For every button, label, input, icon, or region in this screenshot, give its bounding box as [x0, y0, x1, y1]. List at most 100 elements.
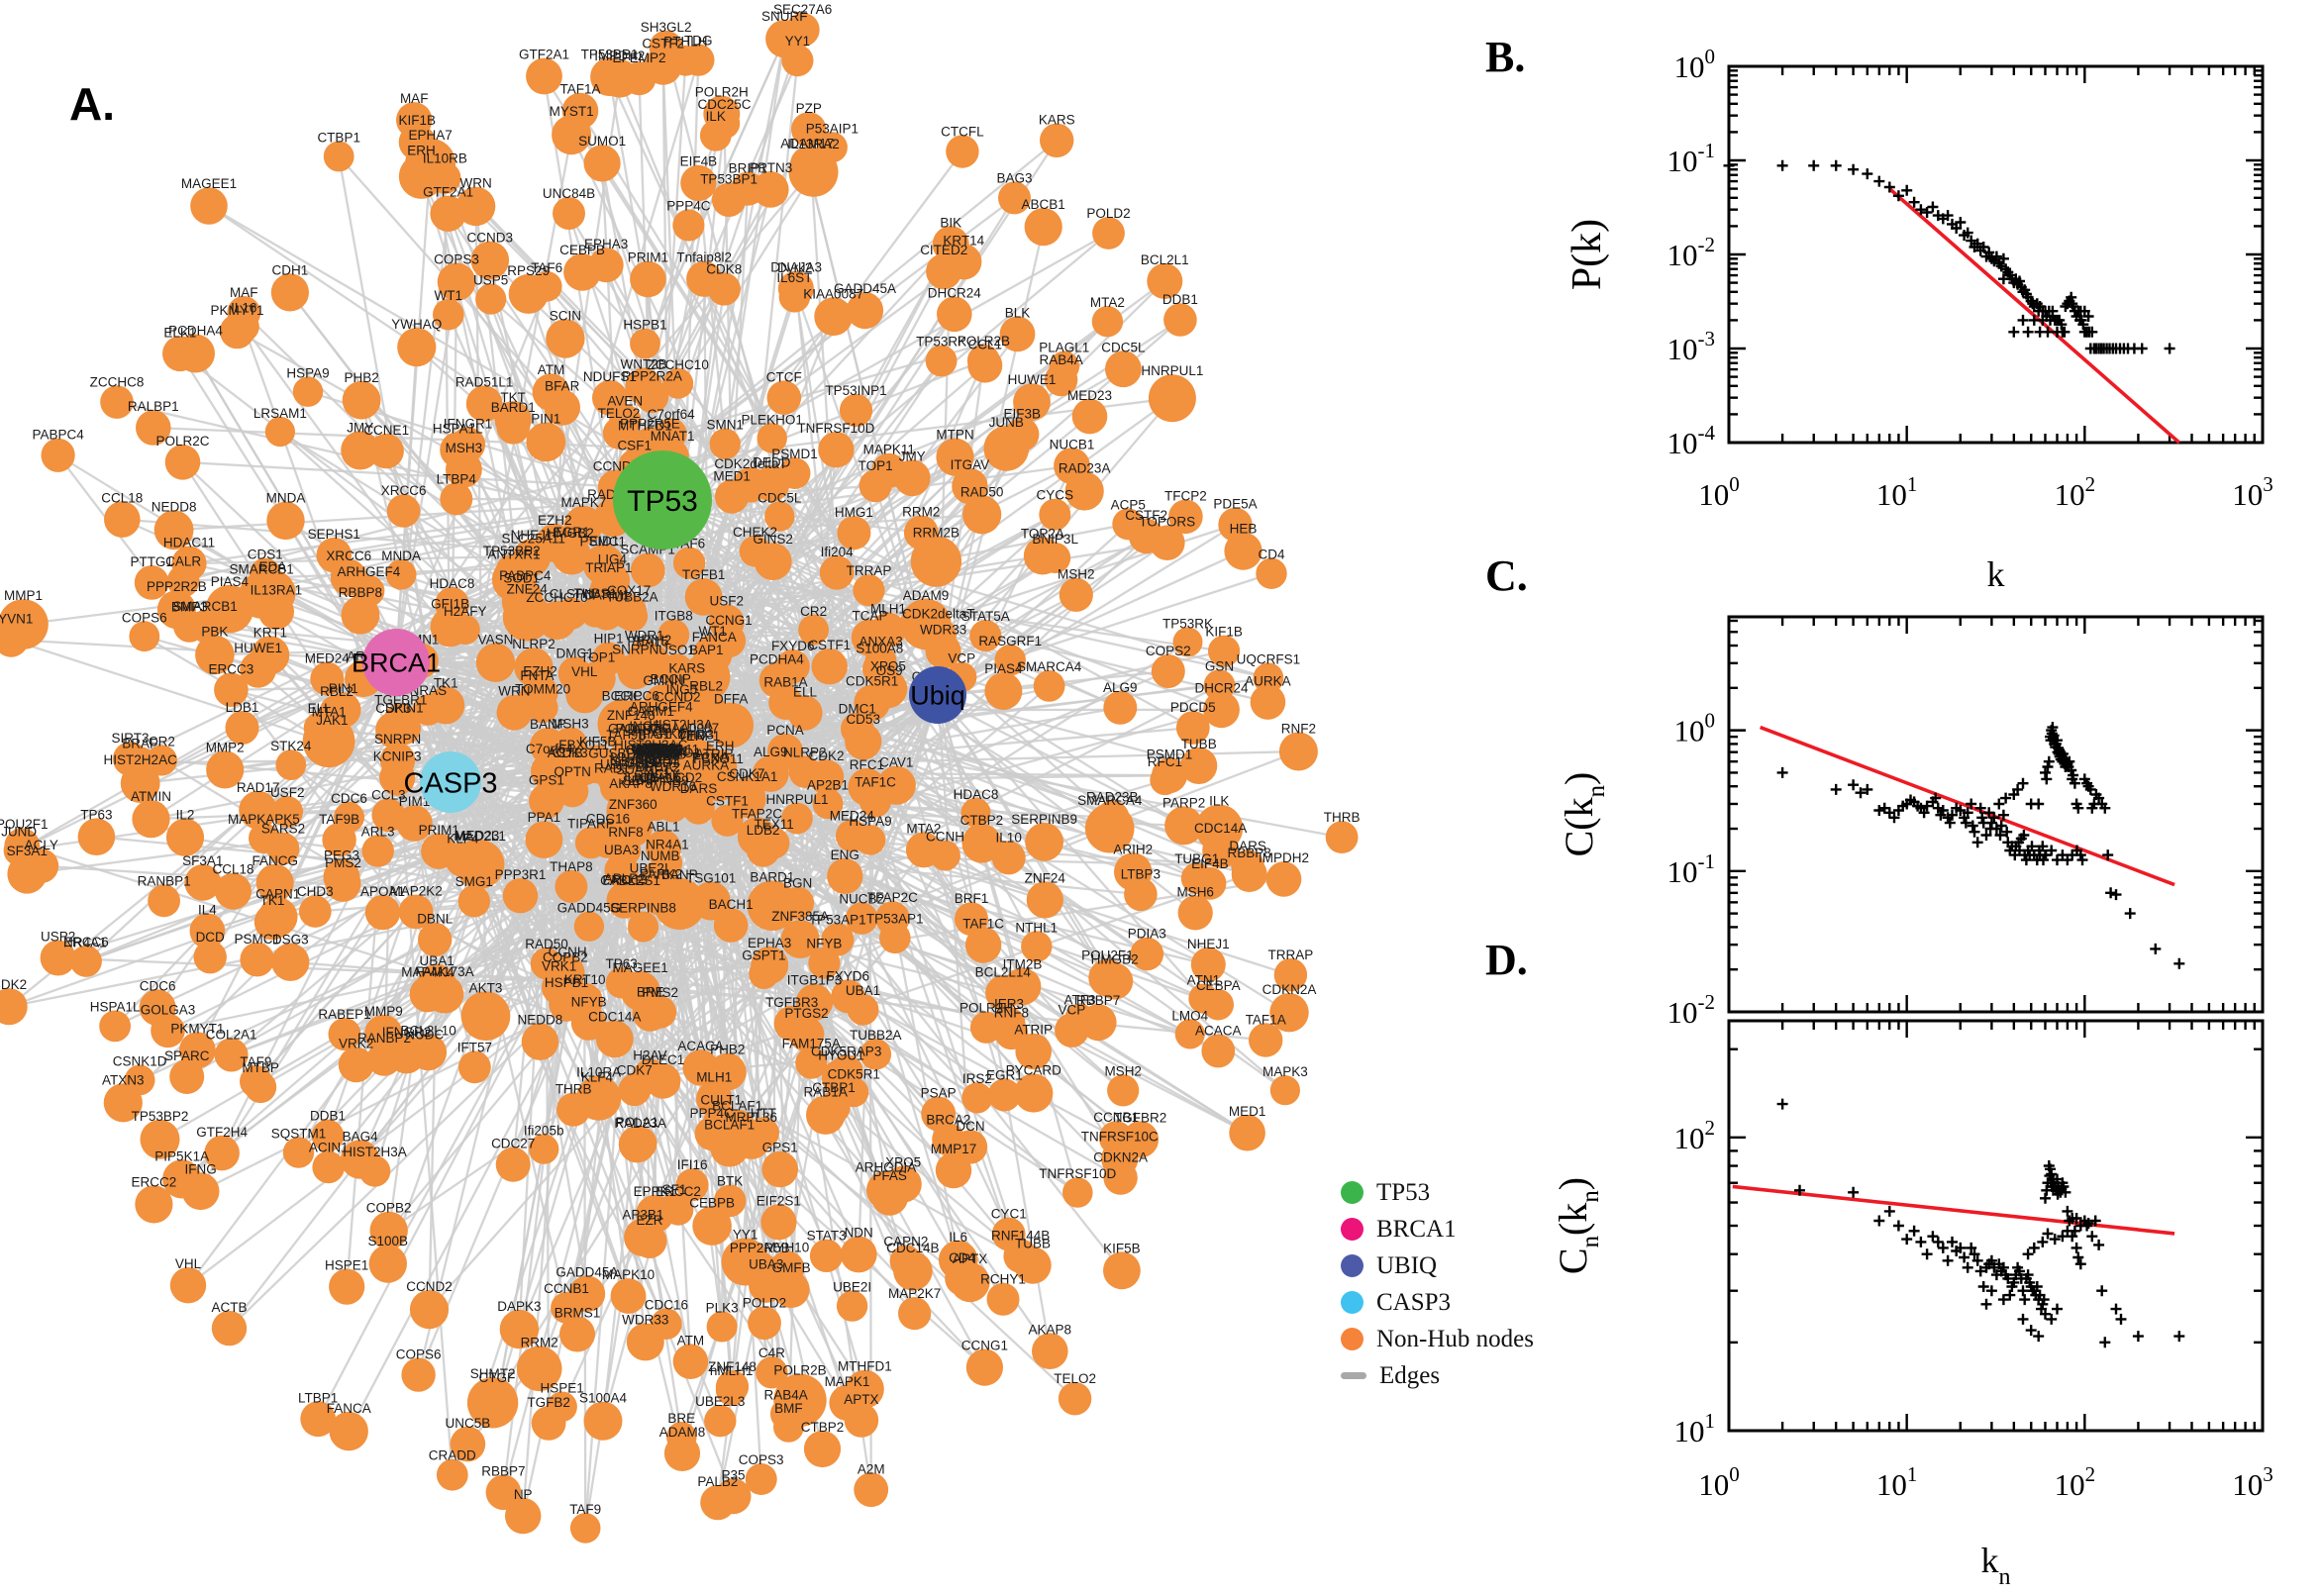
- svg-text:GADD45G: GADD45G: [608, 722, 672, 737]
- svg-text:ATMIN: ATMIN: [131, 789, 171, 804]
- svg-text:BCLAF1: BCLAF1: [712, 1099, 762, 1114]
- legend-item-edges: Edges: [1341, 1357, 1534, 1394]
- svg-text:AURKA: AURKA: [1245, 673, 1291, 688]
- svg-text:MMP9: MMP9: [364, 1004, 403, 1019]
- svg-text:USP2: USP2: [41, 930, 75, 945]
- svg-text:UBA1: UBA1: [846, 983, 880, 998]
- svg-text:HDAC11: HDAC11: [163, 536, 215, 550]
- svg-text:COPS2: COPS2: [1146, 644, 1191, 658]
- legend-item-casp3: CASP3: [1341, 1284, 1534, 1321]
- legend-item-ubiq: UBIQ: [1341, 1247, 1534, 1284]
- svg-text:NHEJ1: NHEJ1: [511, 528, 554, 543]
- svg-text:PTTG1: PTTG1: [130, 554, 173, 569]
- svg-text:POLR2H: POLR2H: [695, 85, 749, 100]
- svg-text:YY1: YY1: [785, 34, 811, 49]
- svg-text:KLF4: KLF4: [447, 832, 479, 847]
- svg-text:WDR16: WDR16: [650, 779, 696, 794]
- svg-text:PPP4C: PPP4C: [666, 198, 711, 213]
- ubiq-hub: Ubiq: [909, 666, 966, 724]
- svg-text:IFI16: IFI16: [648, 748, 678, 762]
- svg-text:BMF: BMF: [774, 1401, 803, 1416]
- svg-text:CITED2: CITED2: [635, 745, 682, 759]
- svg-text:COPB2: COPB2: [366, 1201, 412, 1216]
- svg-text:MSH2: MSH2: [1058, 567, 1095, 582]
- svg-text:UQCRFS1: UQCRFS1: [1237, 651, 1301, 666]
- svg-text:BLK: BLK: [1005, 306, 1031, 321]
- svg-text:ARHGDIA: ARHGDIA: [856, 1160, 917, 1175]
- svg-text:NR4A1: NR4A1: [646, 837, 689, 851]
- svg-text:RANBP2: RANBP2: [357, 1031, 411, 1046]
- svg-text:STAT3: STAT3: [807, 1229, 847, 1244]
- svg-text:CDC27: CDC27: [491, 1137, 535, 1151]
- svg-text:SCAMP1: SCAMP1: [616, 762, 671, 777]
- svg-text:10-4: 10-4: [1667, 421, 1716, 460]
- svg-text:ARIH2: ARIH2: [1113, 842, 1153, 856]
- svg-text:PCDHA4: PCDHA4: [750, 651, 804, 666]
- svg-text:CDK8: CDK8: [641, 742, 676, 756]
- svg-text:SERPINB9: SERPINB9: [623, 773, 689, 788]
- svg-text:HSPE1: HSPE1: [540, 1381, 583, 1396]
- svg-text:APLP2: APLP2: [604, 871, 646, 886]
- svg-text:TFAP2C: TFAP2C: [867, 890, 918, 905]
- svg-text:TIPARP: TIPARP: [567, 816, 615, 831]
- svg-text:RFC1: RFC1: [850, 757, 884, 772]
- svg-text:IFNG: IFNG: [184, 1161, 216, 1176]
- svg-text:CSNK1D: CSNK1D: [113, 1054, 167, 1069]
- svg-text:RCHY1: RCHY1: [980, 1272, 1026, 1287]
- svg-text:JUND: JUND: [1, 824, 37, 839]
- svg-text:ADAM9: ADAM9: [903, 588, 950, 603]
- svg-text:SMARCA4: SMARCA4: [1077, 793, 1143, 808]
- svg-text:MTHFD1: MTHFD1: [618, 419, 672, 434]
- svg-text:PCNA: PCNA: [692, 750, 730, 765]
- svg-text:ANTXR1: ANTXR1: [487, 548, 540, 562]
- svg-text:BFAR: BFAR: [545, 378, 580, 393]
- svg-text:RALBP1: RALBP1: [128, 399, 179, 414]
- svg-text:ACP5: ACP5: [1111, 497, 1146, 512]
- svg-text:VHL: VHL: [571, 664, 598, 679]
- svg-text:PDCD5: PDCD5: [1170, 700, 1216, 715]
- edge-swatch-icon: [1341, 1372, 1366, 1379]
- svg-text:10-2: 10-2: [1667, 233, 1716, 272]
- svg-text:100: 100: [1698, 472, 1740, 512]
- svg-text:CRADD: CRADD: [429, 1448, 476, 1463]
- tp53-hub: TP53: [613, 450, 712, 549]
- svg-text:SNRPN: SNRPN: [374, 732, 421, 747]
- svg-text:THAP8: THAP8: [550, 859, 593, 874]
- svg-text:TNFRSF10D: TNFRSF10D: [797, 421, 874, 436]
- panel-c-label: C.: [1485, 551, 1528, 600]
- svg-text:RANBP1: RANBP1: [138, 873, 191, 888]
- svg-text:IFT57: IFT57: [457, 1041, 492, 1055]
- svg-text:KARS: KARS: [1039, 113, 1075, 128]
- svg-text:10-1: 10-1: [1667, 139, 1716, 178]
- svg-text:GTF2A1: GTF2A1: [519, 48, 569, 62]
- svg-text:UBA3: UBA3: [749, 1256, 783, 1271]
- svg-text:ARHGEF4: ARHGEF4: [630, 699, 693, 714]
- svg-text:CDC5L: CDC5L: [758, 490, 802, 505]
- svg-text:IFNGR1: IFNGR1: [444, 416, 493, 431]
- svg-text:GFI1B: GFI1B: [431, 596, 469, 611]
- svg-text:Dyrk2: Dyrk2: [777, 260, 812, 275]
- svg-text:BARD1: BARD1: [491, 400, 536, 415]
- svg-text:SYVN1: SYVN1: [0, 612, 33, 627]
- svg-text:ZCCHC10: ZCCHC10: [526, 590, 587, 605]
- svg-text:DDB1: DDB1: [1162, 292, 1198, 307]
- svg-text:KIF5B: KIF5B: [579, 734, 617, 748]
- svg-text:TNFRSF10C: TNFRSF10C: [1081, 1130, 1159, 1145]
- svg-text:PHB2: PHB2: [344, 370, 378, 385]
- svg-text:HNRPUL1: HNRPUL1: [1141, 363, 1203, 378]
- svg-text:MTA2: MTA2: [1090, 295, 1125, 310]
- svg-text:CDK2: CDK2: [0, 977, 27, 992]
- svg-text:MAD2L1: MAD2L1: [454, 829, 506, 844]
- y-axis-title: Cn(kn): [1551, 1177, 1604, 1274]
- svg-text:MAPK7: MAPK7: [561, 495, 607, 510]
- svg-text:WNT2B: WNT2B: [620, 356, 666, 371]
- svg-text:PIN1: PIN1: [531, 411, 560, 426]
- svg-text:RAB4A: RAB4A: [763, 1388, 807, 1403]
- svg-text:TP53AP1: TP53AP1: [809, 912, 866, 927]
- svg-text:ZNF24: ZNF24: [1025, 870, 1066, 885]
- x-axis-title: kn: [1981, 1541, 2011, 1590]
- svg-text:GTF2H4: GTF2H4: [631, 741, 682, 755]
- svg-text:103: 103: [2232, 1462, 2273, 1502]
- svg-text:EIF2S1: EIF2S1: [757, 1193, 801, 1208]
- svg-text:EIF3B: EIF3B: [1004, 407, 1042, 422]
